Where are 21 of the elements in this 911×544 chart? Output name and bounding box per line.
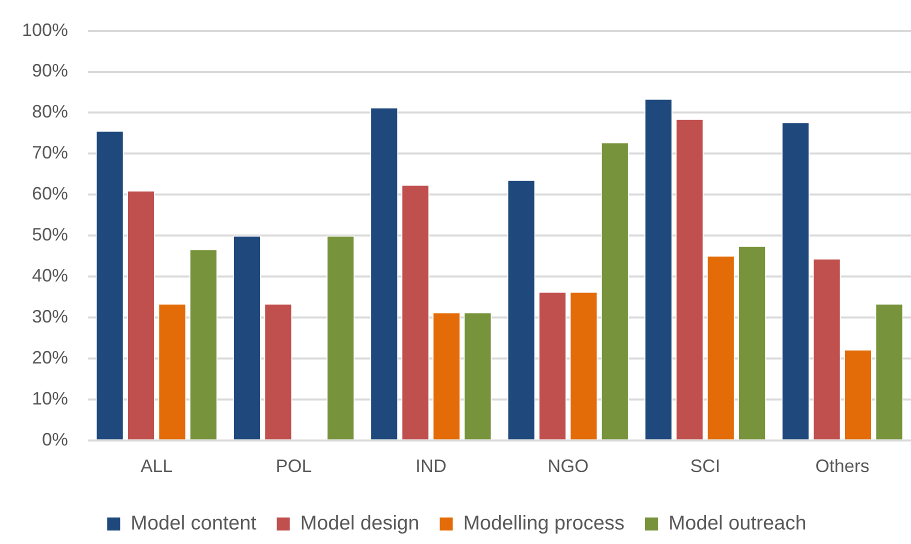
- x-tick-label: Others: [815, 456, 870, 476]
- y-tick-label: 90%: [32, 60, 68, 81]
- x-tick-label: SCI: [690, 456, 720, 476]
- y-tick-label: 30%: [32, 306, 68, 326]
- y-tick-label: 50%: [32, 224, 68, 245]
- y-tick-label: 100%: [22, 20, 68, 40]
- y-tick-label: 70%: [32, 142, 68, 163]
- x-tick-label: NGO: [548, 456, 589, 476]
- legend-label: Model outreach: [668, 512, 806, 535]
- y-tick-label: 60%: [32, 184, 68, 204]
- x-tick-label: ALL: [140, 456, 173, 476]
- y-tick-label: 40%: [32, 266, 68, 286]
- x-tick-label: POL: [276, 456, 312, 476]
- y-tick-label: 80%: [32, 102, 68, 122]
- legend-label: Model design: [300, 512, 420, 535]
- legend-label: Modelling process: [463, 512, 624, 535]
- y-tick-label: 20%: [32, 347, 68, 368]
- y-tick-label: 10%: [32, 388, 68, 408]
- x-tick-label: IND: [415, 456, 446, 476]
- y-tick-label: 0%: [42, 429, 68, 450]
- legend-label: Model content: [130, 512, 257, 535]
